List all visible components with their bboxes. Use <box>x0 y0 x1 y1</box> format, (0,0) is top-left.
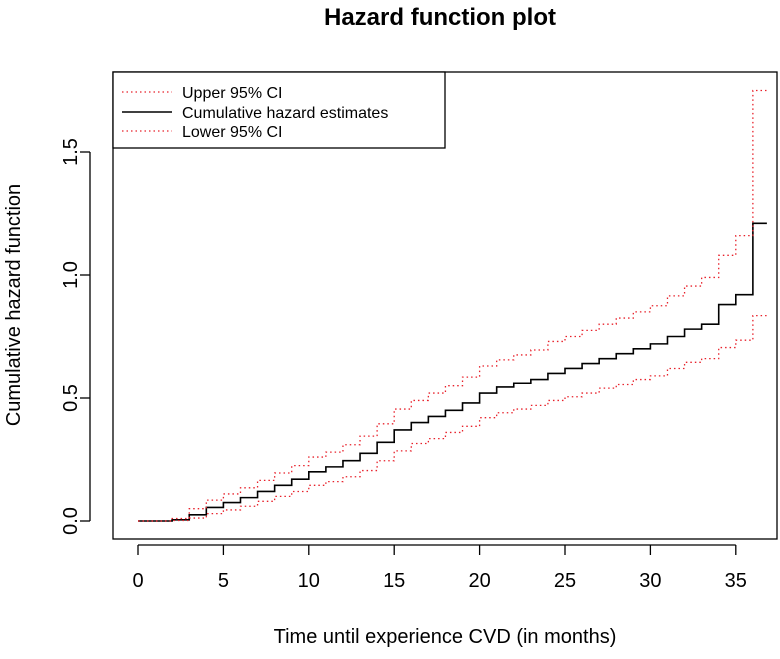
series-lower <box>138 314 767 522</box>
y-tick-label: 1.5 <box>60 138 82 166</box>
legend-box <box>112 71 446 149</box>
x-tick-label: 20 <box>468 570 490 592</box>
x-tick-label: 35 <box>725 570 747 592</box>
y-tick-label: 0.0 <box>60 507 82 535</box>
x-tick-label: 10 <box>298 570 320 592</box>
x-tick-label: 5 <box>218 570 229 592</box>
x-tick-label: 30 <box>639 570 661 592</box>
y-tick-label: 0.5 <box>60 384 82 412</box>
legend-label-upper: Upper 95% CI <box>182 85 283 102</box>
y-axis-label: Cumulative hazard function <box>3 184 25 426</box>
x-tick-label: 15 <box>383 570 405 592</box>
series-estimate <box>138 222 767 522</box>
chart-title: Hazard function plot <box>324 4 556 31</box>
series-upper <box>138 89 767 522</box>
x-tick-label: 25 <box>554 570 576 592</box>
y-axis: 0.0 0.5 1.0 1.5 <box>60 138 91 535</box>
legend-label-estimate: Cumulative hazard estimates <box>182 105 388 122</box>
x-axis: 0 5 10 15 20 25 30 35 <box>132 544 747 592</box>
series-layer <box>138 89 767 522</box>
x-tick-label: 0 <box>132 570 143 592</box>
y-tick-label: 1.0 <box>60 261 82 289</box>
x-axis-label: Time until experience CVD (in months) <box>274 626 617 648</box>
legend: Upper 95% CI Cumulative hazard estimates… <box>112 71 446 149</box>
legend-label-lower: Lower 95% CI <box>182 124 283 141</box>
